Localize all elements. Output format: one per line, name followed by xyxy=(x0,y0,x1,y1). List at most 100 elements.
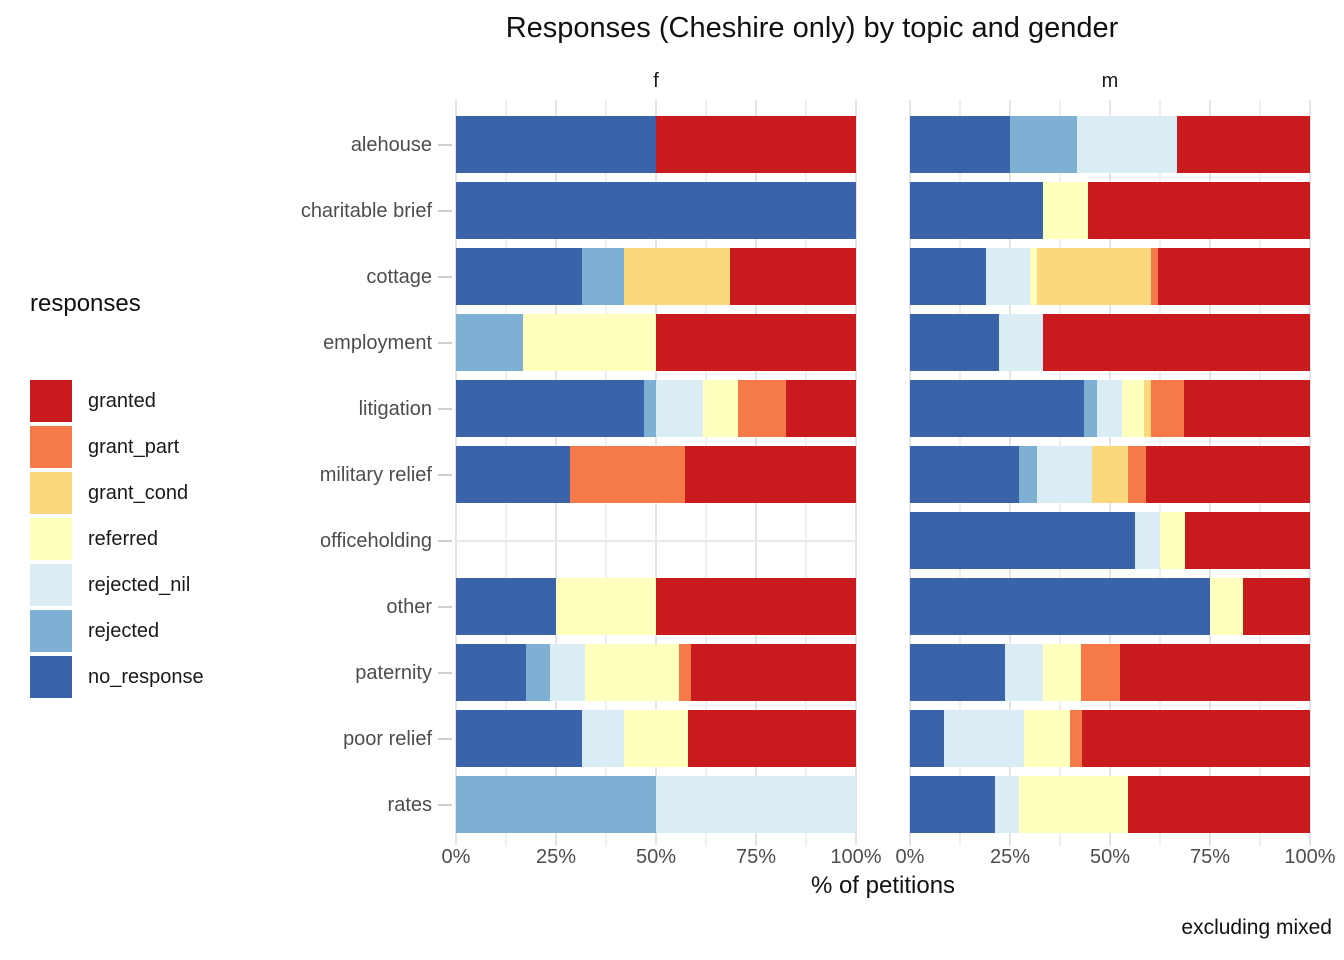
bar-segment-grant_cond xyxy=(624,248,730,305)
bar-segment-grant_part xyxy=(1069,710,1082,767)
x-axis-tick-label: 100% xyxy=(830,846,882,868)
bar-segment-granted xyxy=(687,710,856,767)
legend-entry-rejected_nil: rejected_nil xyxy=(30,564,190,606)
bar-segment-referred xyxy=(703,380,739,437)
bar-segment-grant_cond xyxy=(1091,446,1128,503)
bar-litigation-f xyxy=(456,380,856,437)
gridline-vertical xyxy=(855,100,857,846)
bar-segment-no_response xyxy=(456,710,583,767)
bar-military-relief-f xyxy=(456,446,856,503)
bar-charitable-brief-f xyxy=(456,182,856,239)
bar-segment-grant_part xyxy=(570,446,685,503)
bar-segment-no_response xyxy=(456,248,583,305)
bar-segment-no_response xyxy=(910,776,995,833)
bar-segment-grant_part xyxy=(679,644,691,701)
bar-cottage-f xyxy=(456,248,856,305)
bar-alehouse-f xyxy=(456,116,856,173)
bar-segment-no_response xyxy=(910,248,986,305)
category-label-poor-relief: poor relief xyxy=(343,727,432,750)
bar-segment-rejected_nil xyxy=(655,380,704,437)
bar-segment-no_response xyxy=(910,314,999,371)
bar-segment-granted xyxy=(1176,116,1310,173)
bar-segment-rejected_nil xyxy=(1005,644,1044,701)
legend-entry-rejected: rejected xyxy=(30,610,159,652)
bar-segment-grant_part xyxy=(1151,380,1184,437)
bar-segment-no_response xyxy=(456,380,645,437)
bar-segment-no_response xyxy=(456,116,656,173)
bar-employment-m xyxy=(910,314,1310,371)
legend-label: referred xyxy=(88,527,159,550)
bar-segment-rejected xyxy=(526,644,550,701)
x-axis-tick-label: 25% xyxy=(989,846,1031,868)
y-axis-tick xyxy=(438,342,452,344)
y-axis-tick xyxy=(438,408,452,410)
bar-segment-rejected_nil xyxy=(986,248,1031,305)
bar-segment-no_response xyxy=(456,644,527,701)
category-label-officeholding: officeholding xyxy=(320,529,432,552)
x-axis-tick-label: 75% xyxy=(735,846,777,868)
bar-segment-rejected_nil xyxy=(994,776,1020,833)
bar-segment-rejected xyxy=(456,314,523,371)
legend-entry-grant_part: grant_part xyxy=(30,426,179,468)
bar-segment-rejected_nil xyxy=(582,710,625,767)
gridline-vertical xyxy=(1309,100,1311,846)
facet-panel-f xyxy=(455,100,857,846)
y-axis-tick xyxy=(438,144,452,146)
bar-segment-rejected xyxy=(1010,116,1077,173)
bar-segment-granted xyxy=(1087,182,1310,239)
legend-swatch-grant_cond xyxy=(30,472,72,514)
bar-segment-no_response xyxy=(910,380,1085,437)
x-axis-tick-label: 0% xyxy=(895,846,925,868)
legend-swatch-rejected xyxy=(30,610,72,652)
bar-segment-referred xyxy=(585,644,680,701)
category-label-military-relief: military relief xyxy=(319,463,432,486)
chart-title: Responses (Cheshire only) by topic and g… xyxy=(505,12,1119,44)
bar-segment-rejected xyxy=(644,380,656,437)
legend-title: responses xyxy=(30,290,141,317)
x-axis-tick-label: 50% xyxy=(635,846,677,868)
bar-segment-grant_part xyxy=(1127,446,1147,503)
category-label-litigation: litigation xyxy=(358,397,432,420)
legend-swatch-rejected_nil xyxy=(30,564,72,606)
legend-entry-grant_cond: grant_cond xyxy=(30,472,188,514)
bar-segment-referred xyxy=(1019,776,1129,833)
bar-segment-granted xyxy=(1043,314,1310,371)
legend-entry-no_response: no_response xyxy=(30,656,204,698)
bar-other-m xyxy=(910,578,1310,635)
bar-segment-granted xyxy=(1119,644,1310,701)
bar-segment-rejected xyxy=(582,248,625,305)
category-label-employment: employment xyxy=(323,331,432,354)
bar-segment-no_response xyxy=(910,116,1010,173)
bar-segment-grant_part xyxy=(1081,644,1120,701)
legend-label: grant_cond xyxy=(88,481,189,504)
bar-paternity-f xyxy=(456,644,856,701)
category-label-other: other xyxy=(386,595,432,618)
x-axis-tick-label: 75% xyxy=(1189,846,1231,868)
bar-segment-granted xyxy=(1185,512,1310,569)
bar-charitable-brief-m xyxy=(910,182,1310,239)
bar-segment-no_response xyxy=(910,512,1135,569)
legend-entries: granted grant_part grant_cond referred rejec… xyxy=(30,336,270,698)
bar-segment-granted xyxy=(1157,248,1310,305)
bar-employment-f xyxy=(456,314,856,371)
legend-label: rejected_nil xyxy=(88,573,191,596)
legend-label: grant_part xyxy=(88,435,180,458)
legend-entry-referred: referred xyxy=(30,518,158,560)
bar-segment-grant_cond xyxy=(1036,248,1152,305)
bar-segment-rejected_nil xyxy=(549,644,586,701)
bar-segment-referred xyxy=(522,314,656,371)
bar-segment-rejected_nil xyxy=(656,776,856,833)
bar-segment-referred xyxy=(1030,248,1037,305)
category-label-charitable-brief: charitable brief xyxy=(300,199,432,222)
bar-segment-rejected_nil xyxy=(1037,446,1092,503)
bar-segment-rejected xyxy=(456,776,656,833)
bar-segment-granted xyxy=(1146,446,1310,503)
x-axis-tick-label: 50% xyxy=(1089,846,1131,868)
bar-segment-granted xyxy=(684,446,856,503)
legend: responses granted grant_part grant_cond ref… xyxy=(30,290,270,698)
bar-segment-granted xyxy=(1183,380,1310,437)
bar-segment-granted xyxy=(690,644,856,701)
x-axis-tick-label: 100% xyxy=(1284,846,1336,868)
bar-segment-referred xyxy=(1121,380,1144,437)
